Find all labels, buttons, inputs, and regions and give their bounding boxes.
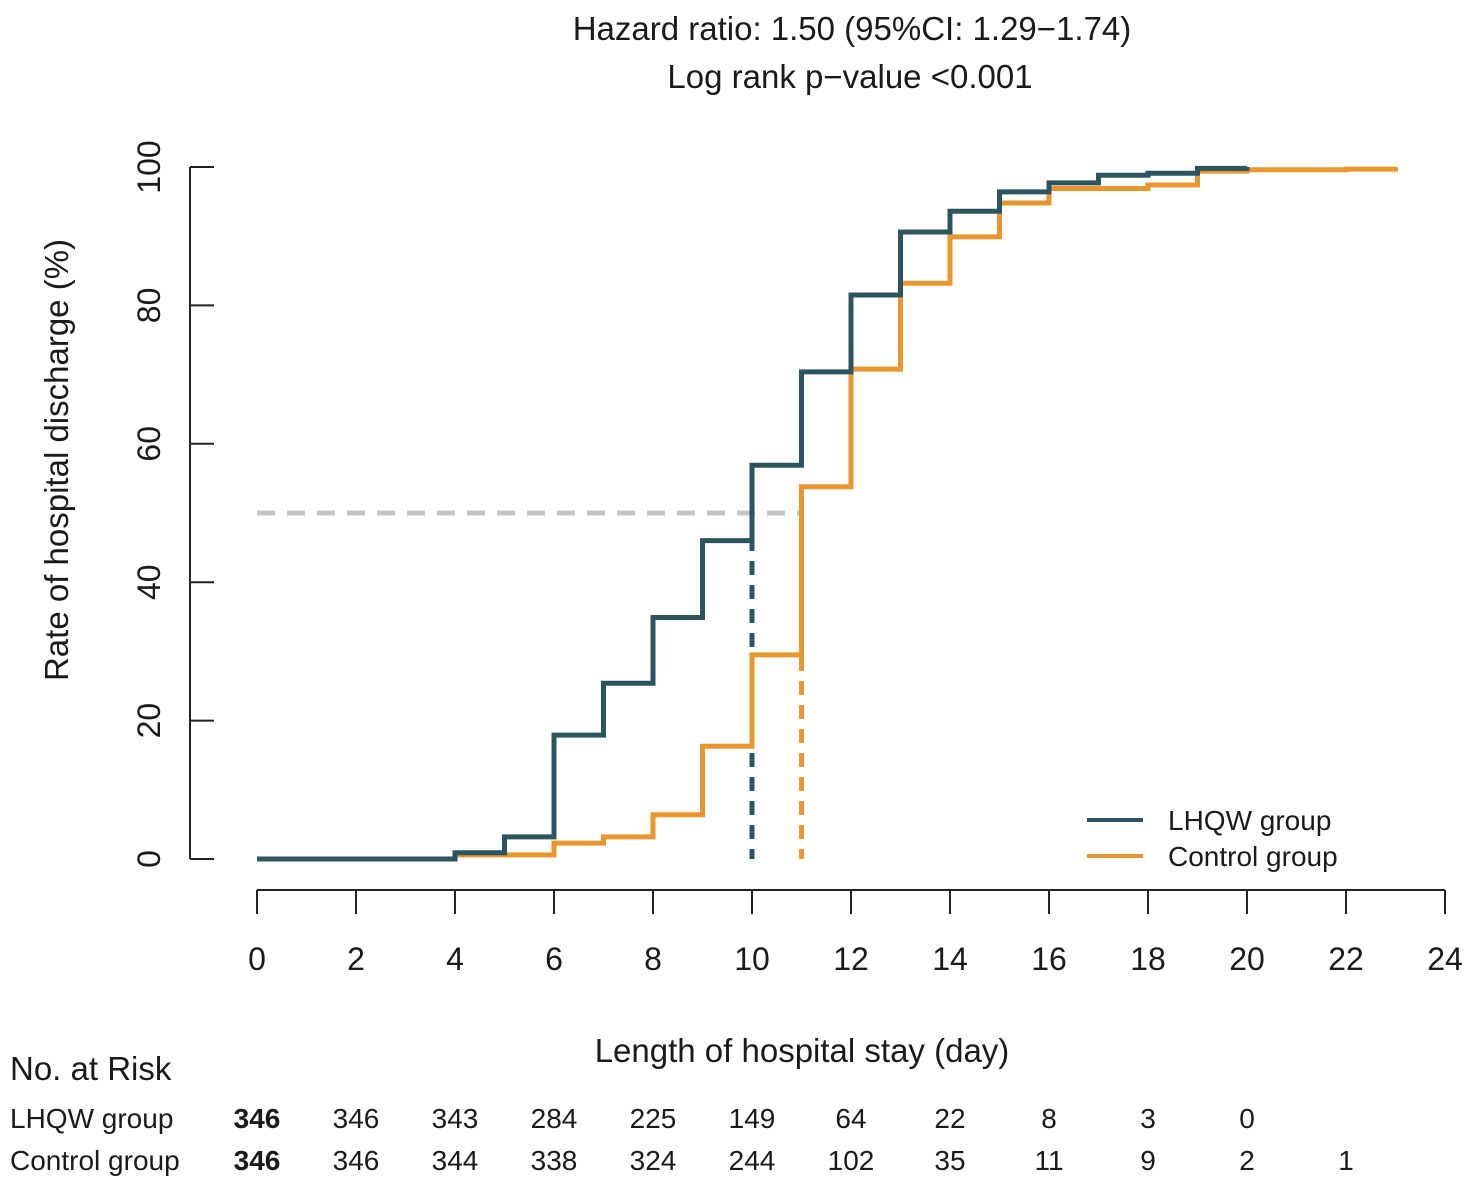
risk-value-control-10: 244 [729, 1145, 776, 1176]
chart-subtitle: Log rank p−value <0.001 [667, 58, 1032, 95]
risk-table-title: No. at Risk [10, 1050, 172, 1087]
y-axis: 0 20 40 60 80 100 [131, 140, 214, 868]
series-line-lhqw [257, 165, 1250, 862]
x-tick-label-24: 24 [1427, 941, 1463, 977]
risk-value-lhqw-10: 149 [729, 1103, 776, 1134]
risk-value-lhqw-12: 64 [835, 1103, 866, 1134]
legend-label-lhqw: LHQW group [1168, 805, 1331, 836]
x-tick-label-2: 2 [347, 941, 365, 977]
y-tick-label-0: 0 [131, 850, 167, 868]
legend-label-control: Control group [1168, 841, 1338, 872]
risk-value-lhqw-0: 346 [234, 1103, 281, 1134]
risk-value-lhqw-20: 0 [1239, 1103, 1255, 1134]
x-tick-label-14: 14 [932, 941, 968, 977]
risk-value-lhqw-16: 8 [1041, 1103, 1057, 1134]
series-line-control [257, 166, 1398, 862]
risk-value-lhqw-14: 22 [934, 1103, 965, 1134]
x-tick-label-20: 20 [1229, 941, 1265, 977]
x-tick-label-10: 10 [734, 941, 770, 977]
risk-value-lhqw-2: 346 [333, 1103, 380, 1134]
y-tick-label-20: 20 [131, 703, 167, 739]
x-tick-label-0: 0 [248, 941, 266, 977]
series-lines [257, 165, 1398, 862]
x-tick-label-16: 16 [1031, 941, 1067, 977]
risk-value-control-18: 9 [1140, 1145, 1156, 1176]
risk-value-lhqw-18: 3 [1140, 1103, 1156, 1134]
x-tick-label-18: 18 [1130, 941, 1166, 977]
risk-value-control-12: 102 [828, 1145, 875, 1176]
y-tick-label-100: 100 [131, 140, 167, 193]
risk-value-lhqw-6: 284 [531, 1103, 578, 1134]
legend: LHQW group Control group [1087, 805, 1338, 872]
risk-value-control-14: 35 [934, 1145, 965, 1176]
x-tick-label-22: 22 [1328, 941, 1364, 977]
risk-value-lhqw-8: 225 [630, 1103, 677, 1134]
risk-row-label-lhqw: LHQW group [10, 1103, 173, 1134]
risk-table-values: 346 346 343 284 225 149 64 22 8 3 0 346 346 344 338 324… [234, 1103, 1354, 1176]
risk-value-control-8: 324 [630, 1145, 677, 1176]
risk-row-label-control: Control group [10, 1145, 180, 1176]
median-reference-lines [257, 510, 804, 859]
risk-value-control-20: 2 [1239, 1145, 1255, 1176]
x-axis-label: Length of hospital stay (day) [595, 1032, 1010, 1069]
risk-value-lhqw-4: 343 [432, 1103, 479, 1134]
x-axis: 0 2 4 6 8 10 12 14 16 18 20 22 24 [248, 889, 1463, 977]
x-tick-label-4: 4 [446, 941, 464, 977]
y-tick-label-60: 60 [131, 426, 167, 462]
risk-value-control-4: 344 [432, 1145, 479, 1176]
risk-value-control-6: 338 [531, 1145, 578, 1176]
x-tick-label-6: 6 [545, 941, 563, 977]
y-tick-label-80: 80 [131, 288, 167, 324]
x-tick-label-8: 8 [644, 941, 662, 977]
risk-table: No. at Risk LHQW group Control group 346… [10, 1050, 1354, 1176]
risk-value-control-0: 346 [234, 1145, 281, 1176]
chart-title: Hazard ratio: 1.50 (95%CI: 1.29−1.74) [573, 10, 1132, 47]
y-axis-label: Rate of hospital discharge (%) [38, 239, 75, 681]
risk-value-control-2: 346 [333, 1145, 380, 1176]
y-tick-label-40: 40 [131, 564, 167, 600]
risk-value-control-16: 11 [1034, 1145, 1063, 1176]
risk-value-control-22: 1 [1338, 1145, 1354, 1176]
x-tick-label-12: 12 [833, 941, 869, 977]
